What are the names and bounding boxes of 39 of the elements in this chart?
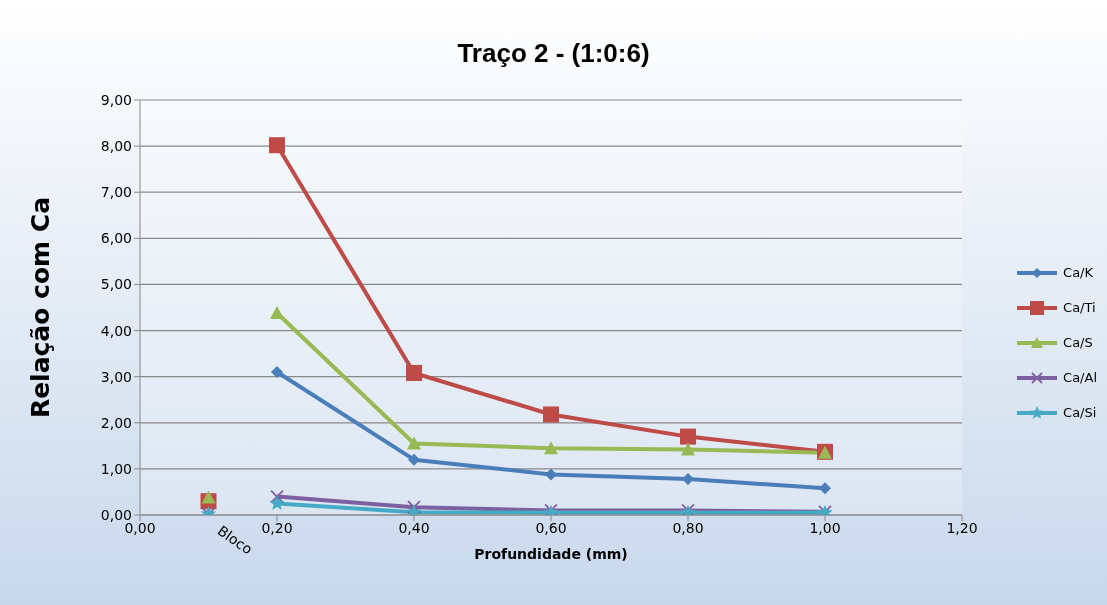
point — [407, 500, 421, 515]
point — [543, 406, 559, 423]
point — [680, 428, 696, 445]
y-tick-label: 3,00 — [100, 368, 132, 385]
point — [544, 441, 558, 455]
y-tick-label: 8,00 — [100, 138, 132, 155]
x-tick-label: 0,40 — [398, 519, 430, 536]
point — [545, 468, 557, 481]
point — [270, 489, 284, 504]
point — [407, 436, 421, 450]
point — [271, 366, 283, 379]
legend-label: Ca/S — [1063, 335, 1093, 350]
point — [681, 442, 695, 456]
legend-label: Ca/Ti — [1063, 300, 1096, 315]
y-tick-label: 4,00 — [100, 322, 132, 339]
y-tick-label: 5,00 — [100, 276, 132, 293]
x-axis-title: Profundidade (mm) — [474, 546, 628, 562]
point — [270, 306, 284, 320]
legend-label: Ca/K — [1063, 265, 1094, 280]
x-tick-label: 0,20 — [261, 519, 293, 536]
y-tick-label: 6,00 — [100, 230, 132, 247]
point — [682, 473, 694, 486]
point — [269, 495, 285, 510]
x-tick-label: 1,20 — [946, 519, 978, 536]
y-tick-label: 9,00 — [100, 91, 132, 108]
y-tick-label: 7,00 — [100, 184, 132, 201]
chart-title: Traço 2 - (1:0:6) — [456, 38, 651, 69]
legend-label: Ca/Al — [1063, 370, 1097, 385]
point — [269, 137, 285, 154]
x-tick-label: 0,60 — [535, 519, 567, 536]
y-tick-label: 2,00 — [100, 414, 132, 431]
x-tick-label: 1,00 — [809, 519, 841, 536]
y-axis-title: Relação com Ca — [25, 196, 55, 419]
x-tick-label: 0,80 — [672, 519, 704, 536]
point — [406, 364, 422, 381]
point — [201, 490, 216, 504]
legend-label: Ca/Si — [1063, 405, 1097, 420]
y-tick-label: 1,00 — [100, 460, 132, 477]
point — [408, 453, 420, 466]
